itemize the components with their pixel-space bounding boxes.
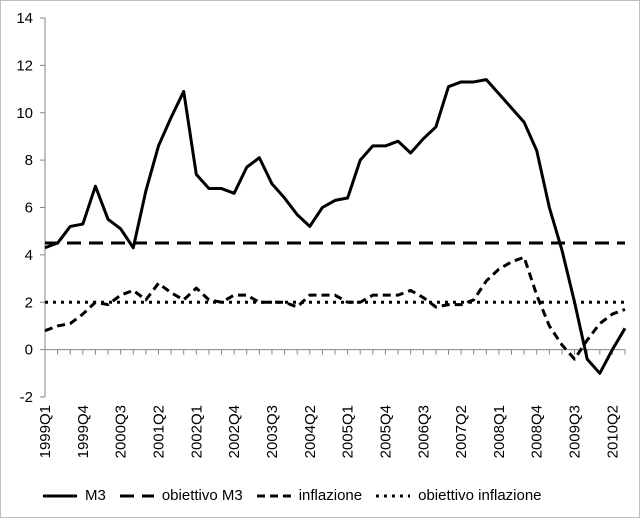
x-tick-label: 2000Q3 — [113, 405, 130, 458]
series-lines — [44, 78, 627, 375]
legend-swatch-obiettivo-inflazione — [376, 494, 411, 497]
legend-item-obiettivo-inflazione: obiettivo inflazione — [376, 487, 542, 504]
y-tick-label: 12 — [16, 57, 33, 74]
legend-swatch-obiettivo-m3 — [119, 494, 154, 497]
x-tick-label: 2010Q2 — [604, 405, 621, 458]
legend-item-inflazione: inflazione — [256, 487, 363, 504]
x-axis-tick-labels: 1999Q1 1999Q4 2000Q3 2001Q2 2002Q1 2002Q4 2003… — [37, 405, 621, 458]
y-tick-label: 8 — [25, 152, 33, 169]
y-axis-tick-labels: -2 0 2 4 6 8 10 12 14 — [16, 10, 33, 406]
series-line-m3 — [44, 78, 627, 375]
y-tick-label: 6 — [25, 200, 33, 217]
x-tick-label: 2006Q3 — [415, 405, 432, 458]
legend-swatch-inflazione — [256, 494, 291, 497]
x-tick-label: 2008Q4 — [529, 405, 546, 458]
y-tick-label: 4 — [25, 247, 33, 264]
x-tick-label: 2007Q2 — [453, 405, 470, 458]
x-tick-label: 2004Q2 — [302, 405, 319, 458]
legend-label-obiettivo-m3: obiettivo M3 — [161, 487, 243, 504]
legend: M3 obiettivo M3 inflazione obiettivo inf… — [43, 487, 542, 504]
x-tick-label: 2008Q1 — [491, 405, 508, 458]
legend-swatch-m3 — [43, 494, 77, 497]
x-tick-label: 2003Q3 — [264, 405, 281, 458]
x-tick-label: 2005Q4 — [377, 405, 394, 458]
x-tick-label: 2002Q4 — [226, 405, 243, 458]
legend-label-inflazione: inflazione — [298, 487, 363, 504]
y-tick-label: -2 — [20, 389, 33, 406]
legend-item-m3: M3 — [43, 487, 106, 504]
x-tick-label: 2001Q2 — [150, 405, 167, 458]
y-tick-label: 0 — [25, 342, 33, 359]
y-tick-label: 2 — [25, 294, 33, 311]
legend-label-m3: M3 — [85, 487, 106, 504]
legend-label-obiettivo-inflazione: obiettivo inflazione — [418, 487, 542, 504]
x-tick-label: 2002Q1 — [188, 405, 205, 458]
x-tick-label: 1999Q1 — [37, 405, 54, 458]
series-line-inflazione — [44, 255, 626, 361]
x-tick-label: 1999Q4 — [75, 405, 92, 458]
y-tick-label: 10 — [16, 105, 33, 122]
axes — [40, 17, 626, 398]
y-tick-label: 14 — [16, 10, 33, 27]
legend-item-obiettivo-m3: obiettivo M3 — [119, 487, 243, 504]
x-tick-label: 2005Q1 — [340, 405, 357, 458]
x-tick-label: 2009Q3 — [567, 405, 584, 458]
